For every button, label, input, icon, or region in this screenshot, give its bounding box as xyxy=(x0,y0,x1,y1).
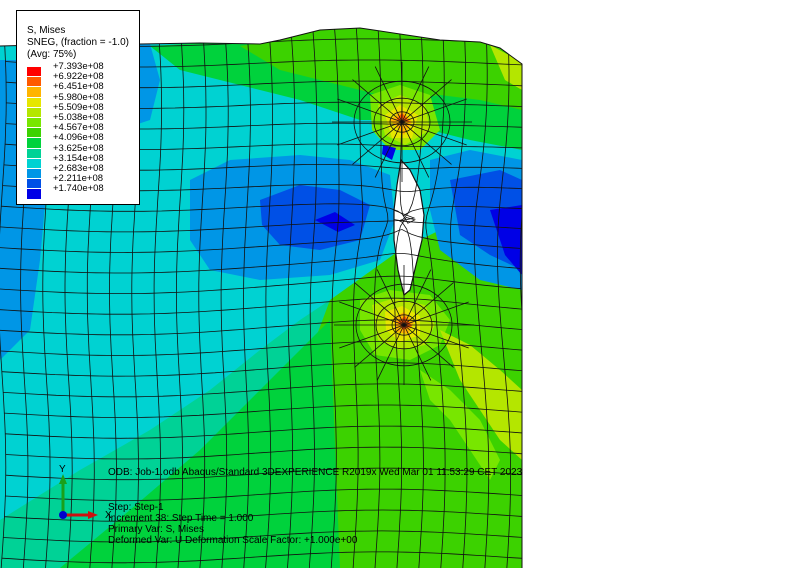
legend-swatch xyxy=(27,118,41,128)
mesh-line-vertical xyxy=(308,28,318,568)
legend-subtitle: SNEG, (fraction = -1.0) xyxy=(27,37,129,48)
legend-tick-label: +6.922e+08 xyxy=(53,71,104,83)
mesh-ring xyxy=(355,283,453,367)
legend-tick-label: +4.096e+08 xyxy=(53,132,104,144)
legend-tick-label: +5.980e+08 xyxy=(53,91,104,103)
mesh-line-horizontal xyxy=(0,229,521,253)
mesh-line-vertical xyxy=(0,28,7,568)
mesh-line-horizontal xyxy=(0,253,521,274)
mesh-line-vertical xyxy=(153,28,163,568)
legend-tick-label: +7.393e+08 xyxy=(53,61,104,72)
mesh-line-horizontal xyxy=(5,446,522,460)
mesh-line-vertical xyxy=(242,28,251,568)
mesh-line-horizontal xyxy=(0,209,522,233)
mesh-ring xyxy=(389,111,415,133)
mesh-line-vertical xyxy=(425,28,446,568)
mesh-line-vertical xyxy=(264,28,273,568)
mesh-ring xyxy=(391,314,417,336)
mesh-ring xyxy=(373,97,431,147)
legend-tick-label: +3.625e+08 xyxy=(53,142,104,154)
legend-swatch xyxy=(27,87,41,97)
legend-swatch xyxy=(27,189,41,199)
legend-swatch xyxy=(27,67,41,77)
z-axis-dot xyxy=(59,511,67,519)
legend-swatch xyxy=(27,148,41,158)
legend-swatch xyxy=(27,97,41,107)
mesh-line-vertical xyxy=(450,28,468,568)
mesh-line-horizontal xyxy=(0,297,522,315)
mesh-ring xyxy=(353,80,451,164)
odb-info-text: ODB: Job-1.odb Abaqus/Standard 3DEXPERIE… xyxy=(108,467,523,478)
legend-tick-label: +5.509e+08 xyxy=(53,101,104,113)
crack-outline xyxy=(393,158,425,297)
legend-tick-label: +5.038e+08 xyxy=(53,112,104,123)
legend-swatch xyxy=(27,138,41,148)
triad-y-label: Y xyxy=(59,464,66,475)
mesh-line-horizontal xyxy=(3,383,522,398)
mesh-line-horizontal xyxy=(1,362,522,377)
legend-tick-label: +2.211e+08 xyxy=(53,173,104,185)
legend-tick-label: +4.567e+08 xyxy=(53,122,104,134)
mesh-line-vertical xyxy=(496,28,511,568)
triad-graphic xyxy=(59,474,98,519)
step-text: Step: Step-1 xyxy=(108,502,164,513)
mesh-line-horizontal xyxy=(0,319,522,336)
mesh-line-vertical xyxy=(330,28,340,568)
mesh-line-vertical xyxy=(373,28,389,568)
mesh-line-vertical xyxy=(176,28,185,568)
increment-text: Increment 38: Step Time = 1.000 xyxy=(108,513,254,524)
legend-averaging: (Avg: 75%) xyxy=(27,49,77,60)
mesh-line-horizontal xyxy=(1,203,522,217)
coordinate-triad: Y X xyxy=(50,460,120,530)
mesh-line-horizontal xyxy=(5,467,522,481)
mesh-line-vertical xyxy=(198,28,207,568)
legend-swatch xyxy=(27,107,41,118)
legend-swatch xyxy=(27,77,41,87)
triad-x-label: X xyxy=(105,510,112,521)
legend-tick-label: +1.740e+08 xyxy=(53,183,104,195)
legend-title: S, Mises xyxy=(27,25,66,36)
legend-tick-label: +3.154e+08 xyxy=(53,152,104,164)
deformed-var-text: Deformed Var: U Deformation Scale Factor… xyxy=(108,535,358,546)
mesh-line-horizontal xyxy=(0,275,521,294)
mesh-line-horizontal xyxy=(1,551,522,564)
part-outline xyxy=(0,27,523,568)
mesh-line-horizontal xyxy=(5,488,522,501)
legend-swatch xyxy=(27,158,41,169)
legend-tick-label: +2.683e+08 xyxy=(53,163,104,174)
mesh-line-horizontal xyxy=(0,340,522,356)
mesh-ring xyxy=(375,300,433,350)
mesh-line-vertical xyxy=(286,28,296,568)
mesh-line-horizontal xyxy=(4,509,522,522)
mesh-line-vertical xyxy=(352,28,364,568)
mesh-line-horizontal xyxy=(5,425,522,439)
legend-swatch xyxy=(27,179,41,189)
mesh-line-vertical xyxy=(220,28,229,568)
mesh-line-horizontal xyxy=(3,530,522,543)
contour-legend[interactable]: S, Mises SNEG, (fraction = -1.0) (Avg: 7… xyxy=(16,10,140,205)
mesh-line-horizontal xyxy=(4,404,522,418)
mesh-line-vertical xyxy=(519,28,522,568)
mesh-line-vertical xyxy=(473,28,490,568)
legend-swatch xyxy=(27,169,41,179)
primary-var-text: Primary Var: S, Mises xyxy=(108,524,204,535)
legend-tick-label: +6.451e+08 xyxy=(53,81,104,93)
legend-swatch xyxy=(27,128,41,138)
